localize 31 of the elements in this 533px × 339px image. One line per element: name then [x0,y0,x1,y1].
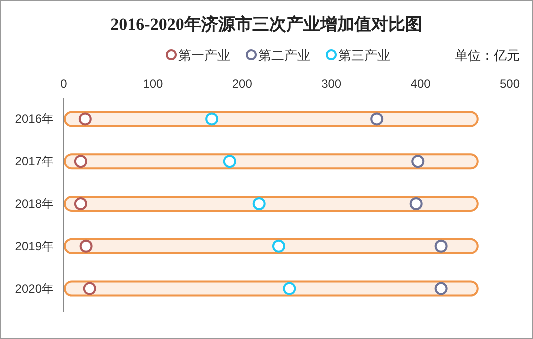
y-tick-label: 2020年 [15,282,54,296]
point [252,198,266,210]
point [223,155,236,168]
x-tick-label: 0 [60,77,68,91]
y-tick-label: 2016年 [15,112,54,126]
point [434,240,448,253]
point [80,240,93,253]
point [272,240,286,253]
point [412,155,425,168]
legend-label: 第二产业 [258,48,310,63]
y-tick-label: 2019年 [15,239,54,254]
x-tick-label: 500 [500,77,520,91]
x-tick-label: 400 [410,77,432,91]
legend-label: 第三产业 [338,48,390,63]
legend-label: 第一产业 [178,48,230,63]
point [370,112,384,126]
point [74,198,88,210]
y-tick-label: 2018年 [15,197,54,211]
x-tick-label: 100 [143,77,164,91]
chart-title: 2016-2020年济源市三次产业增加值对比图 [110,15,422,34]
point [283,282,296,296]
point [83,282,96,296]
point [206,112,219,126]
point [410,198,423,210]
text: 单位：亿元 [455,48,520,63]
point [74,155,88,168]
y-tick-label: 2017年 [15,154,54,169]
x-tick-label: 200 [232,77,253,91]
point [78,112,92,126]
point [434,282,448,296]
x-tick-label: 300 [322,77,342,91]
